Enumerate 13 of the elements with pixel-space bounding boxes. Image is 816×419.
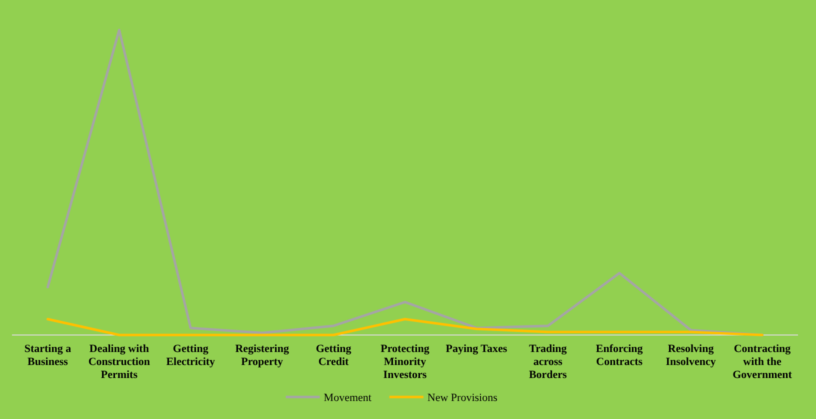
x-tick-label: Resolving Insolvency <box>666 343 716 368</box>
x-tick-label: Getting Credit <box>316 343 352 368</box>
legend-label: New Provisions <box>427 392 498 404</box>
x-tick-label: Dealing with Construction Permits <box>88 343 150 381</box>
x-tick-label: Trading across Borders <box>528 343 568 381</box>
legend-label: Movement <box>324 392 372 404</box>
x-tick-label: Paying Taxes <box>446 343 508 355</box>
x-tick-label: Protecting Minority Investors <box>380 343 430 381</box>
x-tick-label: Contracting with the Government <box>732 343 792 381</box>
x-tick-label: Starting a Business <box>24 343 72 368</box>
x-tick-label: Registering Property <box>235 343 290 368</box>
x-tick-label: Getting Electricity <box>166 343 216 368</box>
x-tick-label: Enforcing Contracts <box>596 343 644 368</box>
